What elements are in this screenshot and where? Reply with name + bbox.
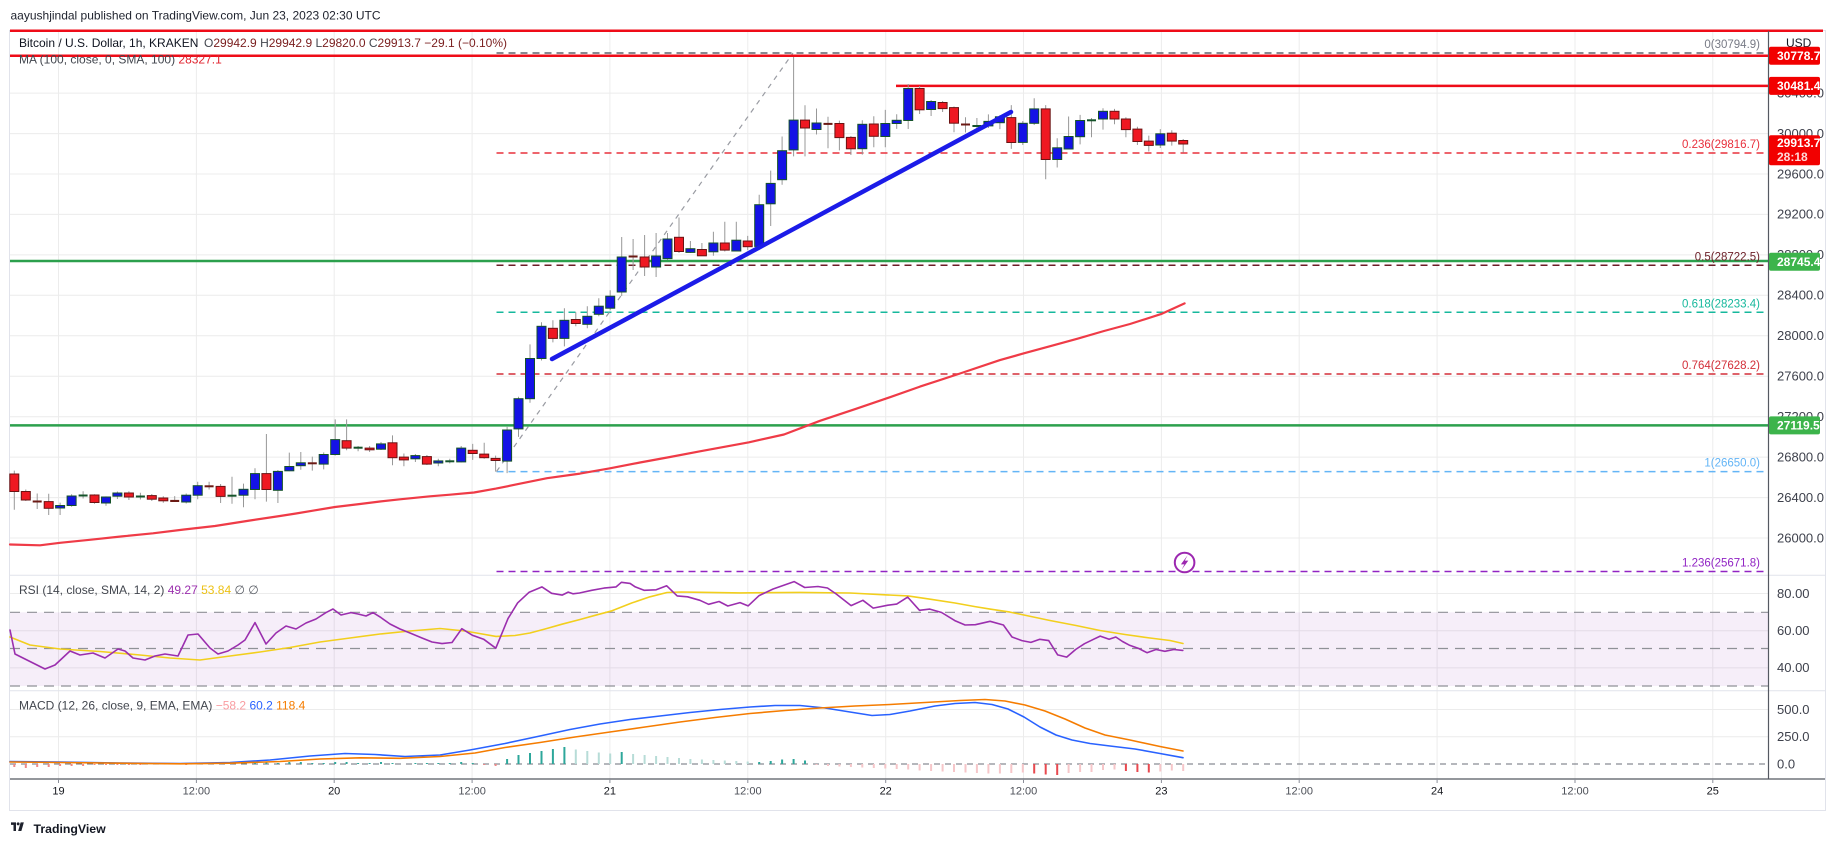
svg-text:60.00: 60.00 (1777, 623, 1810, 638)
svg-text:0.5(28722.5): 0.5(28722.5) (1695, 251, 1760, 263)
svg-text:250.0: 250.0 (1777, 729, 1810, 744)
svg-text:1(26650.0): 1(26650.0) (1704, 458, 1760, 470)
svg-text:0.236(29816.7): 0.236(29816.7) (1682, 139, 1760, 151)
svg-text:12:00: 12:00 (1561, 786, 1589, 798)
svg-text:30778.7: 30778.7 (1777, 49, 1821, 63)
svg-text:80.00: 80.00 (1777, 586, 1810, 601)
svg-text:26800.0: 26800.0 (1777, 449, 1824, 464)
svg-text:1.236(25671.8): 1.236(25671.8) (1682, 558, 1760, 570)
svg-text:28:18: 28:18 (1777, 150, 1808, 164)
svg-text:12:00: 12:00 (734, 786, 762, 798)
svg-text:0.764(27628.2): 0.764(27628.2) (1682, 360, 1760, 372)
svg-text:MA (100, close, 0, SMA, 100) 2: MA (100, close, 0, SMA, 100) 28327.1 (19, 53, 222, 67)
svg-text:0(30794.9): 0(30794.9) (1704, 39, 1760, 51)
svg-text:40.00: 40.00 (1777, 660, 1810, 675)
svg-text:26400.0: 26400.0 (1777, 490, 1824, 505)
svg-text:28745.4: 28745.4 (1777, 255, 1821, 269)
svg-text:19: 19 (52, 786, 64, 798)
svg-text:RSI (14, close, SMA, 14, 2) 49: RSI (14, close, SMA, 14, 2) 49.27 53.84 … (19, 583, 259, 597)
svg-text:12:00: 12:00 (458, 786, 486, 798)
svg-text:22: 22 (880, 786, 892, 798)
svg-text:24: 24 (1431, 786, 1443, 798)
svg-text:29600.0: 29600.0 (1777, 166, 1824, 181)
svg-text:30481.4: 30481.4 (1777, 79, 1821, 93)
svg-text:MACD (12, 26, close, 9, EMA, E: MACD (12, 26, close, 9, EMA, EMA) −58.2 … (19, 699, 306, 713)
svg-text:21: 21 (604, 786, 616, 798)
svg-text:28000.0: 28000.0 (1777, 328, 1824, 343)
svg-text:0.618(28233.4): 0.618(28233.4) (1682, 298, 1760, 310)
svg-text:12:00: 12:00 (1285, 786, 1313, 798)
svg-text:27600.0: 27600.0 (1777, 369, 1824, 384)
svg-text:aayushjindal published on Trad: aayushjindal published on TradingView.co… (11, 9, 381, 23)
svg-text:29200.0: 29200.0 (1777, 207, 1824, 222)
svg-text:23: 23 (1155, 786, 1167, 798)
svg-text:USD: USD (1786, 36, 1812, 50)
svg-text:20: 20 (328, 786, 340, 798)
svg-text:O29942.9 H29942.9 L29820.0: O29942.9 H29942.9 L29820.0 C29913.7 −29.… (204, 36, 507, 50)
svg-text:26000.0: 26000.0 (1777, 530, 1824, 545)
svg-text:0.0: 0.0 (1777, 756, 1795, 771)
svg-text:12:00: 12:00 (183, 786, 211, 798)
svg-text:Bitcoin / U.S. Dollar, 1h, KRA: Bitcoin / U.S. Dollar, 1h, KRAKEN (19, 36, 198, 50)
svg-text:29913.7: 29913.7 (1777, 136, 1821, 150)
svg-text:500.0: 500.0 (1777, 702, 1810, 717)
svg-text:25: 25 (1707, 786, 1719, 798)
svg-text:28400.0: 28400.0 (1777, 288, 1824, 303)
svg-text:TradingView: TradingView (34, 822, 107, 836)
svg-text:12:00: 12:00 (1010, 786, 1038, 798)
svg-text:27119.5: 27119.5 (1777, 419, 1820, 433)
